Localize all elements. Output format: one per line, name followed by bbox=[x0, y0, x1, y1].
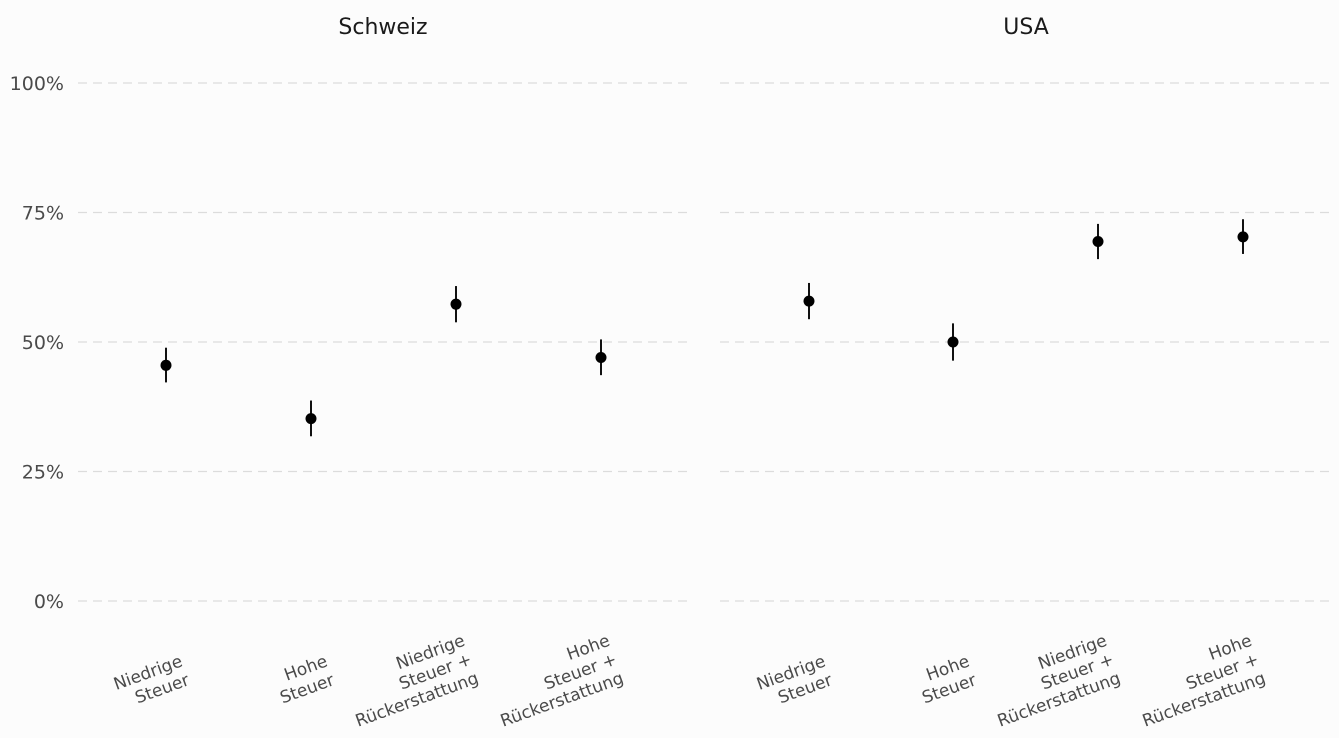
y-tick-label: 0% bbox=[34, 591, 64, 613]
data-point bbox=[450, 298, 462, 310]
data-point bbox=[947, 336, 959, 348]
x-tick-label: NiedrigeSteuer +Rückerstattung bbox=[981, 631, 1123, 732]
data-point bbox=[1237, 231, 1249, 243]
x-tick-label: HoheSteuer bbox=[271, 652, 337, 709]
facet-title: USA bbox=[1003, 15, 1049, 40]
data-point bbox=[1092, 236, 1104, 248]
x-tick-label: NiedrigeSteuer bbox=[111, 652, 192, 714]
x-tick-label: HoheSteuer +Rückerstattung bbox=[1126, 631, 1268, 732]
data-point bbox=[595, 352, 607, 364]
data-point bbox=[803, 295, 815, 307]
data-point bbox=[160, 359, 172, 371]
y-tick-label: 25% bbox=[22, 462, 64, 484]
x-tick-label: NiedrigeSteuer +Rückerstattung bbox=[339, 631, 481, 732]
x-tick-label: HoheSteuer bbox=[913, 652, 979, 709]
y-tick-label: 50% bbox=[22, 332, 64, 354]
x-tick-label: NiedrigeSteuer bbox=[754, 652, 835, 714]
y-tick-label: 100% bbox=[10, 73, 64, 95]
facet-title: Schweiz bbox=[338, 15, 427, 40]
x-tick-label: HoheSteuer +Rückerstattung bbox=[484, 631, 626, 732]
y-tick-label: 75% bbox=[22, 203, 64, 225]
data-point bbox=[305, 413, 317, 425]
